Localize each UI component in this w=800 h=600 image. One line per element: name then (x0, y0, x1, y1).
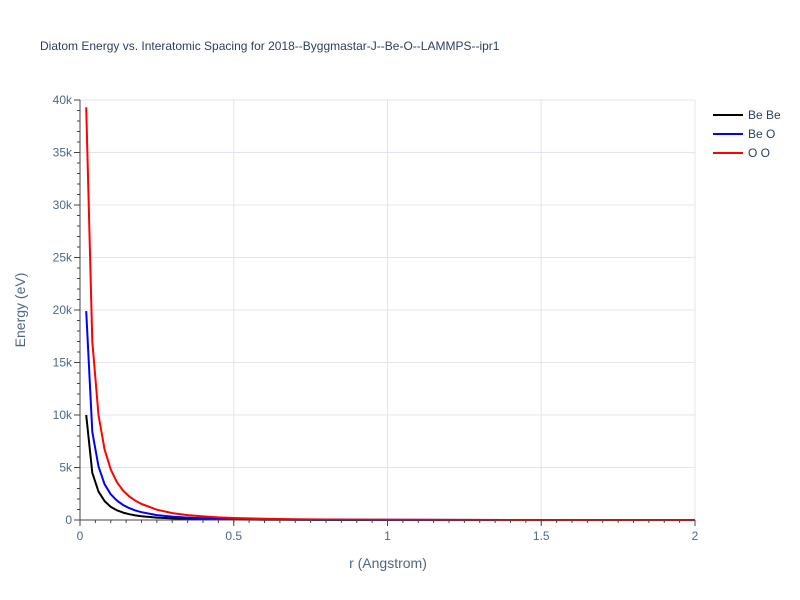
x-gridlines (233, 100, 696, 520)
y-tick-label: 40k (53, 93, 73, 107)
y-tick-label: 10k (53, 408, 73, 422)
legend-label: O O (748, 146, 770, 160)
chart-title: Diatom Energy vs. Interatomic Spacing fo… (40, 39, 500, 53)
x-tick-label: 1.5 (533, 529, 550, 543)
x-axis-ticks: 0 0.5 1 1.5 2 (77, 519, 699, 543)
y-tick-label: 15k (53, 356, 73, 370)
x-tick-label: 0 (77, 529, 84, 543)
y-tick-label: 20k (53, 303, 73, 317)
y-tick-label: 5k (59, 461, 73, 475)
y-axis-title: Energy (eV) (12, 273, 28, 348)
y-tick-label: 35k (53, 146, 73, 160)
y-tick-label: 0 (65, 513, 72, 527)
y-tick-label: 25k (53, 251, 73, 265)
legend-label: Be Be (748, 108, 781, 122)
y-tick-label: 30k (53, 198, 73, 212)
x-tick-label: 1 (384, 529, 391, 543)
y-axis-ticks: 0 5k 10k 15k 20k 25k 30k 35k 40k (53, 93, 81, 527)
legend: Be Be Be O O O (713, 108, 781, 160)
x-axis-title: r (Angstrom) (349, 555, 427, 571)
legend-label: Be O (748, 127, 775, 141)
x-tick-label: 0.5 (225, 529, 242, 543)
x-tick-label: 2 (692, 529, 699, 543)
